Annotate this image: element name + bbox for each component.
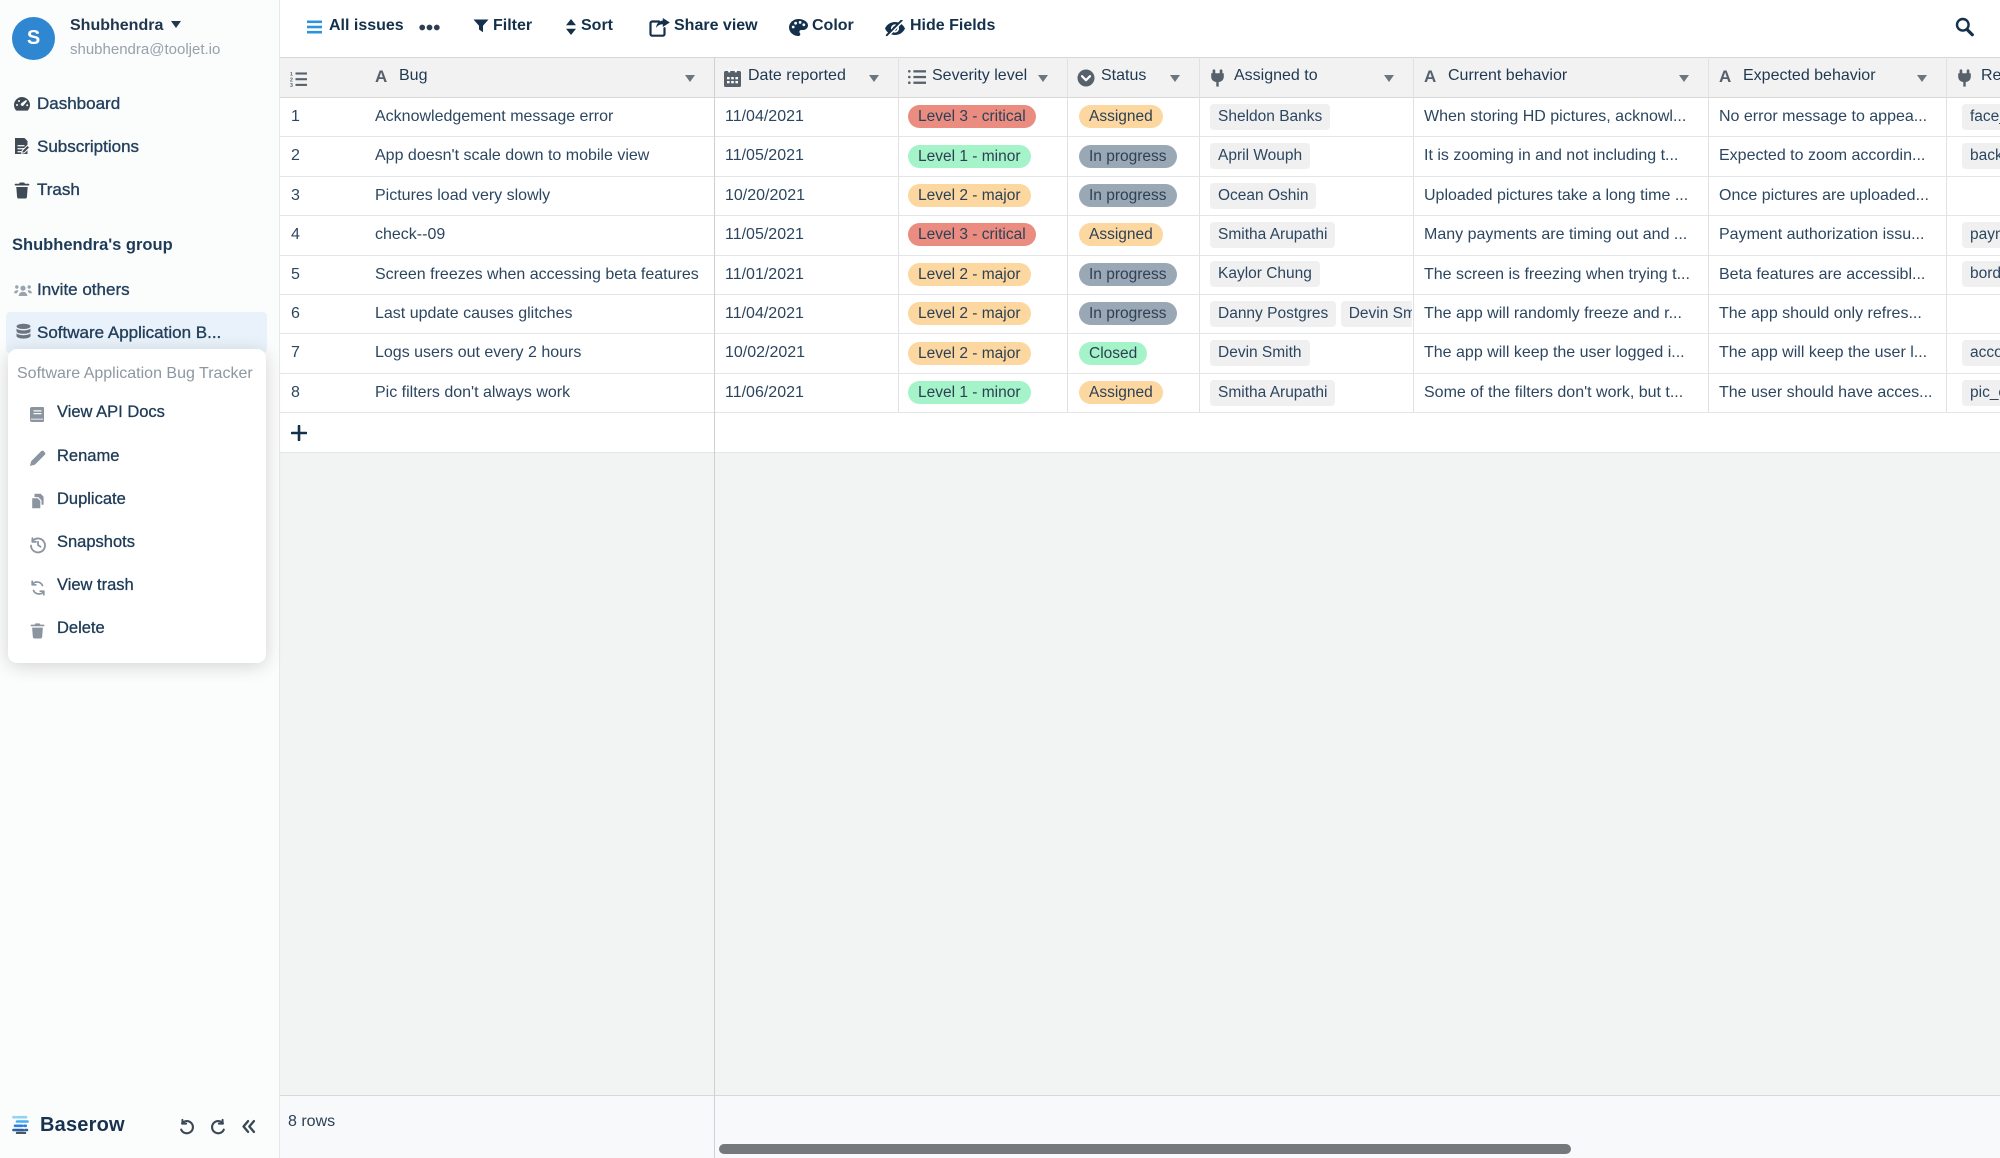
svg-text:1: 1 bbox=[290, 72, 293, 78]
svg-text:2: 2 bbox=[290, 77, 293, 83]
svg-text:3: 3 bbox=[290, 83, 293, 87]
